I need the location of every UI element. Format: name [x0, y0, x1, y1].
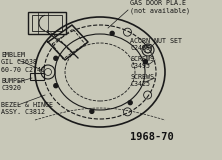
Circle shape — [90, 109, 94, 113]
Bar — [30, 73, 44, 80]
Bar — [28, 12, 66, 34]
Circle shape — [110, 31, 114, 35]
Circle shape — [128, 101, 132, 105]
Circle shape — [143, 60, 147, 64]
Text: BEZEL & HINGE
ASSY. C3812: BEZEL & HINGE ASSY. C3812 — [1, 102, 53, 116]
Text: 1968-70: 1968-70 — [130, 132, 174, 142]
Circle shape — [54, 56, 58, 60]
Text: SCREWS
C3495: SCREWS C3495 — [130, 56, 154, 69]
Bar — [32, 15, 62, 31]
Text: ACORN NUT SET
C2498: ACORN NUT SET C2498 — [130, 38, 182, 52]
Text: EMBLEM
GIL C3638
60-70 C2740: EMBLEM GIL C3638 60-70 C2740 — [1, 52, 45, 73]
Text: SCREWS
C3425: SCREWS C3425 — [130, 74, 154, 88]
Circle shape — [54, 84, 58, 88]
Text: BUMPER
C3920: BUMPER C3920 — [1, 78, 25, 92]
Text: GAS DOOR PLA.E
(not available): GAS DOOR PLA.E (not available) — [130, 0, 190, 14]
